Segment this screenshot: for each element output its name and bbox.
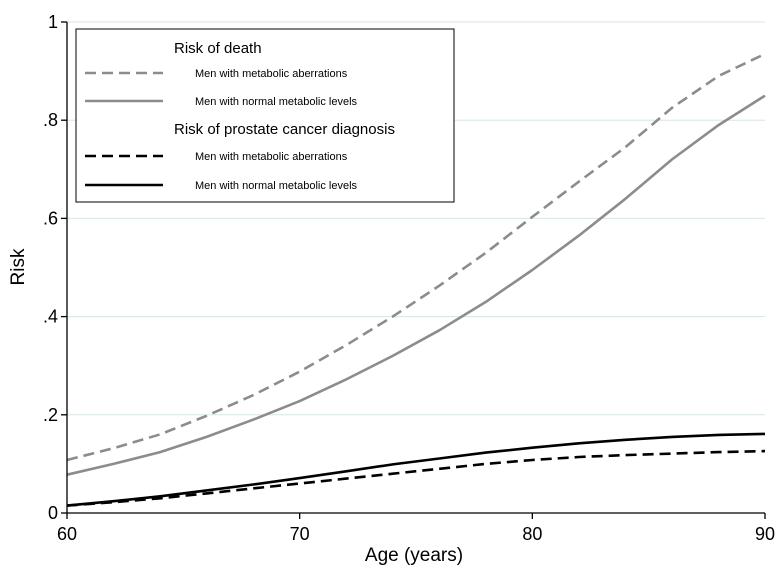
x-tick-label: 80 [522,524,542,544]
x-axis-title: Age (years) [365,545,463,566]
y-tick-label: 0 [48,503,58,523]
legend-heading: Risk of prostate cancer diagnosis [174,121,395,138]
legend-label: Men with normal metabolic levels [195,180,358,192]
legend-heading: Risk of death [174,40,262,57]
axes: 0 .2 .4 .6 .8 1 60 70 80 90 [43,12,775,544]
y-tick-label: .2 [43,405,58,425]
legend-box [75,28,455,203]
legend-label: Men with metabolic aberrations [195,68,348,80]
legend: Risk of death Men with metabolic aberrati… [75,28,455,203]
series-line-1 [66,94,766,476]
x-tick-label: 90 [755,524,775,544]
x-tick-label: 60 [57,524,77,544]
legend-label: Men with metabolic aberrations [195,151,348,163]
series-lines [66,52,766,507]
series-line-3 [66,432,766,507]
legend-label: Men with normal metabolic levels [195,96,358,108]
y-tick-label: .8 [43,110,58,130]
x-tick-label: 70 [290,524,310,544]
series-line-2 [66,449,766,507]
y-tick-label: .6 [43,208,58,228]
y-axis-title: Risk [8,248,29,285]
series-line-0 [66,52,766,462]
y-tick-label: 1 [48,12,58,32]
y-tick-label: .4 [43,307,58,327]
